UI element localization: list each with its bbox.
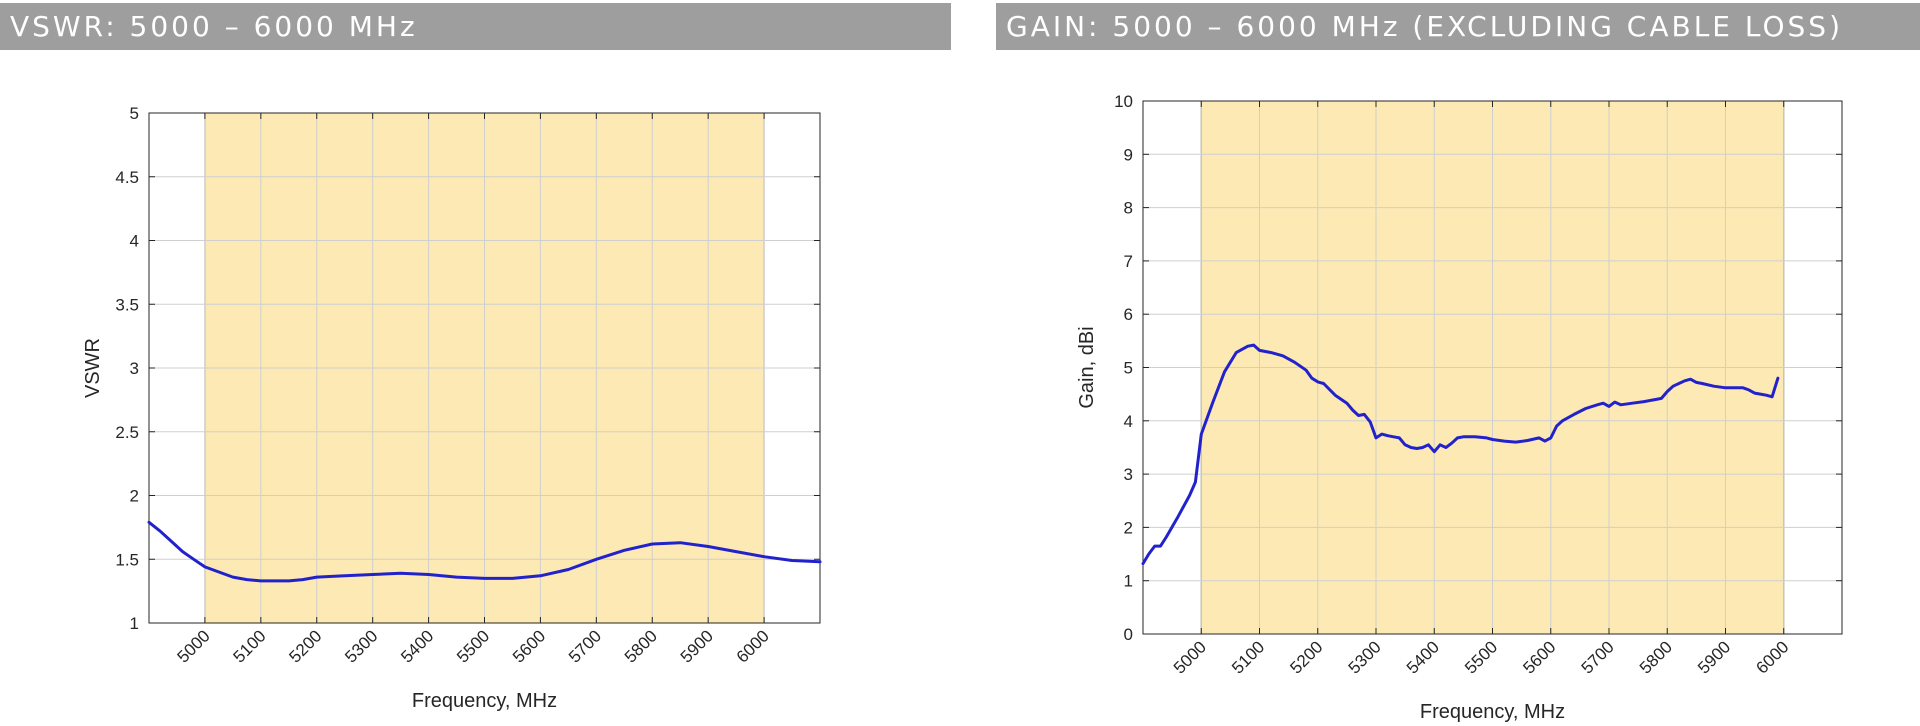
vswr-x-tick-label: 5900 bbox=[677, 626, 717, 666]
gain-x-axis-label: Frequency, MHz bbox=[1420, 701, 1565, 723]
gain-x-tick-label: 5500 bbox=[1461, 637, 1501, 677]
gain-x-tick-label: 5000 bbox=[1170, 637, 1210, 677]
vswr-x-axis-label: Frequency, MHz bbox=[412, 690, 557, 712]
gain-y-tick-label: 0 bbox=[1124, 625, 1133, 644]
vswr-x-tick-label: 5500 bbox=[453, 626, 493, 666]
gain-y-axis-label: Gain, dBi bbox=[1076, 326, 1098, 408]
gain-x-tick-label: 5200 bbox=[1286, 637, 1326, 677]
vswr-y-axis-label: VSWR bbox=[82, 338, 104, 398]
gain-y-tick-label: 8 bbox=[1124, 199, 1133, 218]
vswr-x-tick-label: 5700 bbox=[565, 626, 605, 666]
vswr-x-tick-label: 5800 bbox=[621, 626, 661, 666]
vswr-series-line bbox=[147, 520, 822, 583]
gain-x-tick-label: 5100 bbox=[1228, 637, 1268, 677]
vswr-x-tick-label: 5300 bbox=[341, 626, 381, 666]
gain-x-tick-label: 5400 bbox=[1403, 637, 1443, 677]
gain-chart-header: GAIN: 5000 – 6000 MHz (EXCLUDING CABLE L… bbox=[996, 3, 1920, 50]
vswr-x-tick-label: 6000 bbox=[733, 626, 773, 666]
vswr-y-tick-label: 1.5 bbox=[115, 550, 139, 569]
gain-y-tick-label: 4 bbox=[1124, 412, 1133, 431]
vswr-y-tick-label: 4.5 bbox=[115, 168, 139, 187]
gain-series-line bbox=[1141, 343, 1780, 566]
gain-x-tick-label: 5900 bbox=[1694, 637, 1734, 677]
gain-y-tick-label: 9 bbox=[1124, 145, 1133, 164]
vswr-x-tick-label: 5100 bbox=[229, 626, 269, 666]
vswr-y-tick-label: 3.5 bbox=[115, 295, 139, 314]
vswr-y-tick-label: 2.5 bbox=[115, 423, 139, 442]
vswr-y-tick-label: 4 bbox=[130, 232, 139, 251]
gain-x-tick-label: 5800 bbox=[1636, 637, 1676, 677]
vswr-x-tick-label: 5000 bbox=[174, 626, 214, 666]
vswr-chart-header: VSWR: 5000 – 6000 MHz bbox=[0, 3, 951, 50]
gain-y-tick-label: 5 bbox=[1124, 359, 1133, 378]
vswr-x-tick-label: 5200 bbox=[285, 626, 325, 666]
vswr-y-tick-label: 3 bbox=[130, 359, 139, 378]
gain-x-tick-label: 5700 bbox=[1578, 637, 1618, 677]
vswr-y-tick-label: 1 bbox=[130, 614, 139, 633]
vswr-y-tick-label: 2 bbox=[130, 487, 139, 506]
gain-x-tick-label: 5300 bbox=[1345, 637, 1385, 677]
gain-y-tick-label: 6 bbox=[1124, 305, 1133, 324]
gain-y-tick-label: 2 bbox=[1124, 518, 1133, 537]
gain-y-tick-label: 10 bbox=[1114, 92, 1133, 111]
vswr-y-tick-label: 5 bbox=[130, 104, 139, 123]
vswr-x-tick-label: 5400 bbox=[397, 626, 437, 666]
gain-y-tick-label: 1 bbox=[1124, 572, 1133, 591]
gain-x-tick-label: 5600 bbox=[1519, 637, 1559, 677]
vswr-x-tick-label: 5600 bbox=[509, 626, 549, 666]
gain-chart: 0 1 2 3 4 5 6 7 8 9 10 5000 5100 5200 5300 5400 5500 5600… bbox=[1076, 92, 1843, 723]
gain-y-tick-label: 3 bbox=[1124, 465, 1133, 484]
gain-x-tick-label: 6000 bbox=[1752, 637, 1792, 677]
gain-y-tick-label: 7 bbox=[1124, 252, 1133, 271]
vswr-chart: 1 1.5 2 2.5 3 3.5 4 4.5 5 5000 5100 5200 5300 5400 550… bbox=[82, 104, 822, 712]
